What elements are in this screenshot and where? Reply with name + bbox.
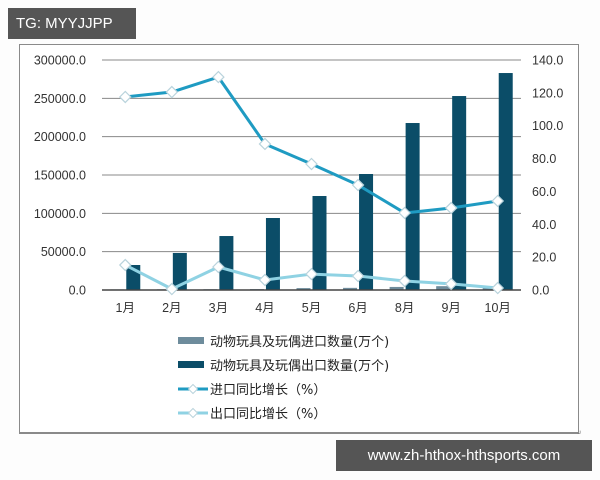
export-growth-marker xyxy=(118,258,132,272)
left-tick-label: 150000.0 xyxy=(34,169,86,183)
watermark-top: TG: MYYJJPP xyxy=(8,8,136,39)
import-growth-marker xyxy=(305,157,318,171)
legend: 动物玩具及玩偶进口数量(万个) 动物玩具及玩偶出口数量(万个) 进口同比增长（%） 出… xyxy=(178,335,389,422)
x-tick-label: 4月 xyxy=(255,301,274,315)
export-growth-marker xyxy=(165,282,179,296)
legend-label: 进口同比增长（%） xyxy=(210,383,326,398)
export-growth-marker xyxy=(305,267,318,281)
right-axis-ticks: 0.0 20.0 40.0 60.0 80.0 100.0 120.0 140.0 xyxy=(532,54,563,298)
legend-import-bar-swatch xyxy=(178,337,204,344)
export-bar xyxy=(405,123,420,291)
export-bar xyxy=(452,96,467,291)
import-growth-marker xyxy=(212,70,225,84)
x-tick-label: 1月 xyxy=(116,301,135,315)
import-growth-marker xyxy=(351,178,365,192)
right-tick-label: 80.0 xyxy=(532,152,556,166)
x-tick-label: 8月 xyxy=(395,301,414,315)
x-tick-label: 9月 xyxy=(441,301,460,315)
export-growth-marker xyxy=(491,281,505,295)
x-tick-label: 10月 xyxy=(485,301,511,315)
chart-frame xyxy=(19,44,579,434)
right-tick-label: 40.0 xyxy=(532,218,556,232)
left-tick-label: 200000.0 xyxy=(34,130,86,144)
x-tick-label: 3月 xyxy=(209,301,228,315)
export-growth-marker xyxy=(212,260,225,274)
export-growth-marker xyxy=(444,277,458,291)
import-growth-marker xyxy=(118,90,132,104)
left-tick-label: 250000.0 xyxy=(34,92,86,106)
import-growth-marker xyxy=(398,206,411,220)
legend-marker xyxy=(187,383,199,395)
right-tick-label: 60.0 xyxy=(532,185,556,199)
legend-marker xyxy=(187,407,199,419)
lines xyxy=(118,70,505,296)
bars xyxy=(110,73,513,291)
left-axis-ticks: 0.0 50000.0 100000.0 150000.0 200000.0 250000… xyxy=(34,54,86,298)
import-bar xyxy=(389,286,404,290)
export-bar xyxy=(312,196,327,290)
legend-label: 出口同比增长（%） xyxy=(210,407,326,422)
left-tick-label: 50000.0 xyxy=(41,245,86,259)
x-tick-label: 6月 xyxy=(348,301,367,315)
x-axis-ticks: 1月 2月 3月 4月 5月 6月 8月 9月 10月 xyxy=(116,301,511,315)
export-bar xyxy=(265,218,280,290)
export-bar xyxy=(498,73,513,291)
legend-label: 动物玩具及玩偶进口数量(万个) xyxy=(210,335,389,350)
import-growth-marker xyxy=(444,201,458,215)
import-growth-marker xyxy=(258,137,272,151)
resize-grip-icon: ⌟ xyxy=(577,426,582,436)
right-tick-label: 100.0 xyxy=(532,119,563,133)
import-bar xyxy=(343,287,358,290)
right-tick-label: 120.0 xyxy=(532,86,563,100)
export-bar xyxy=(219,236,234,290)
import-growth-marker xyxy=(491,194,505,208)
import-bar xyxy=(296,288,311,290)
import-growth-marker xyxy=(165,85,179,99)
export-bar xyxy=(172,252,187,290)
legend-export-bar-swatch xyxy=(178,361,204,368)
import-growth-line xyxy=(125,75,498,215)
import-bar xyxy=(436,286,451,290)
legend-label: 动物玩具及玩偶出口数量(万个) xyxy=(210,359,389,374)
export-bar xyxy=(359,174,374,290)
x-tick-label: 5月 xyxy=(302,301,321,315)
watermark-bottom: www.zh-hthox-hthsports.com xyxy=(336,440,592,471)
x-tick-label: 2月 xyxy=(162,301,181,315)
right-tick-label: 140.0 xyxy=(532,54,563,68)
left-tick-label: 0.0 xyxy=(69,284,86,298)
export-growth-marker xyxy=(258,273,272,287)
left-tick-label: 300000.0 xyxy=(34,54,86,68)
right-tick-label: 0.0 xyxy=(532,284,549,298)
left-tick-label: 100000.0 xyxy=(34,207,86,221)
export-growth-marker xyxy=(351,269,365,283)
export-growth-marker xyxy=(398,274,411,288)
right-tick-label: 20.0 xyxy=(532,251,556,265)
